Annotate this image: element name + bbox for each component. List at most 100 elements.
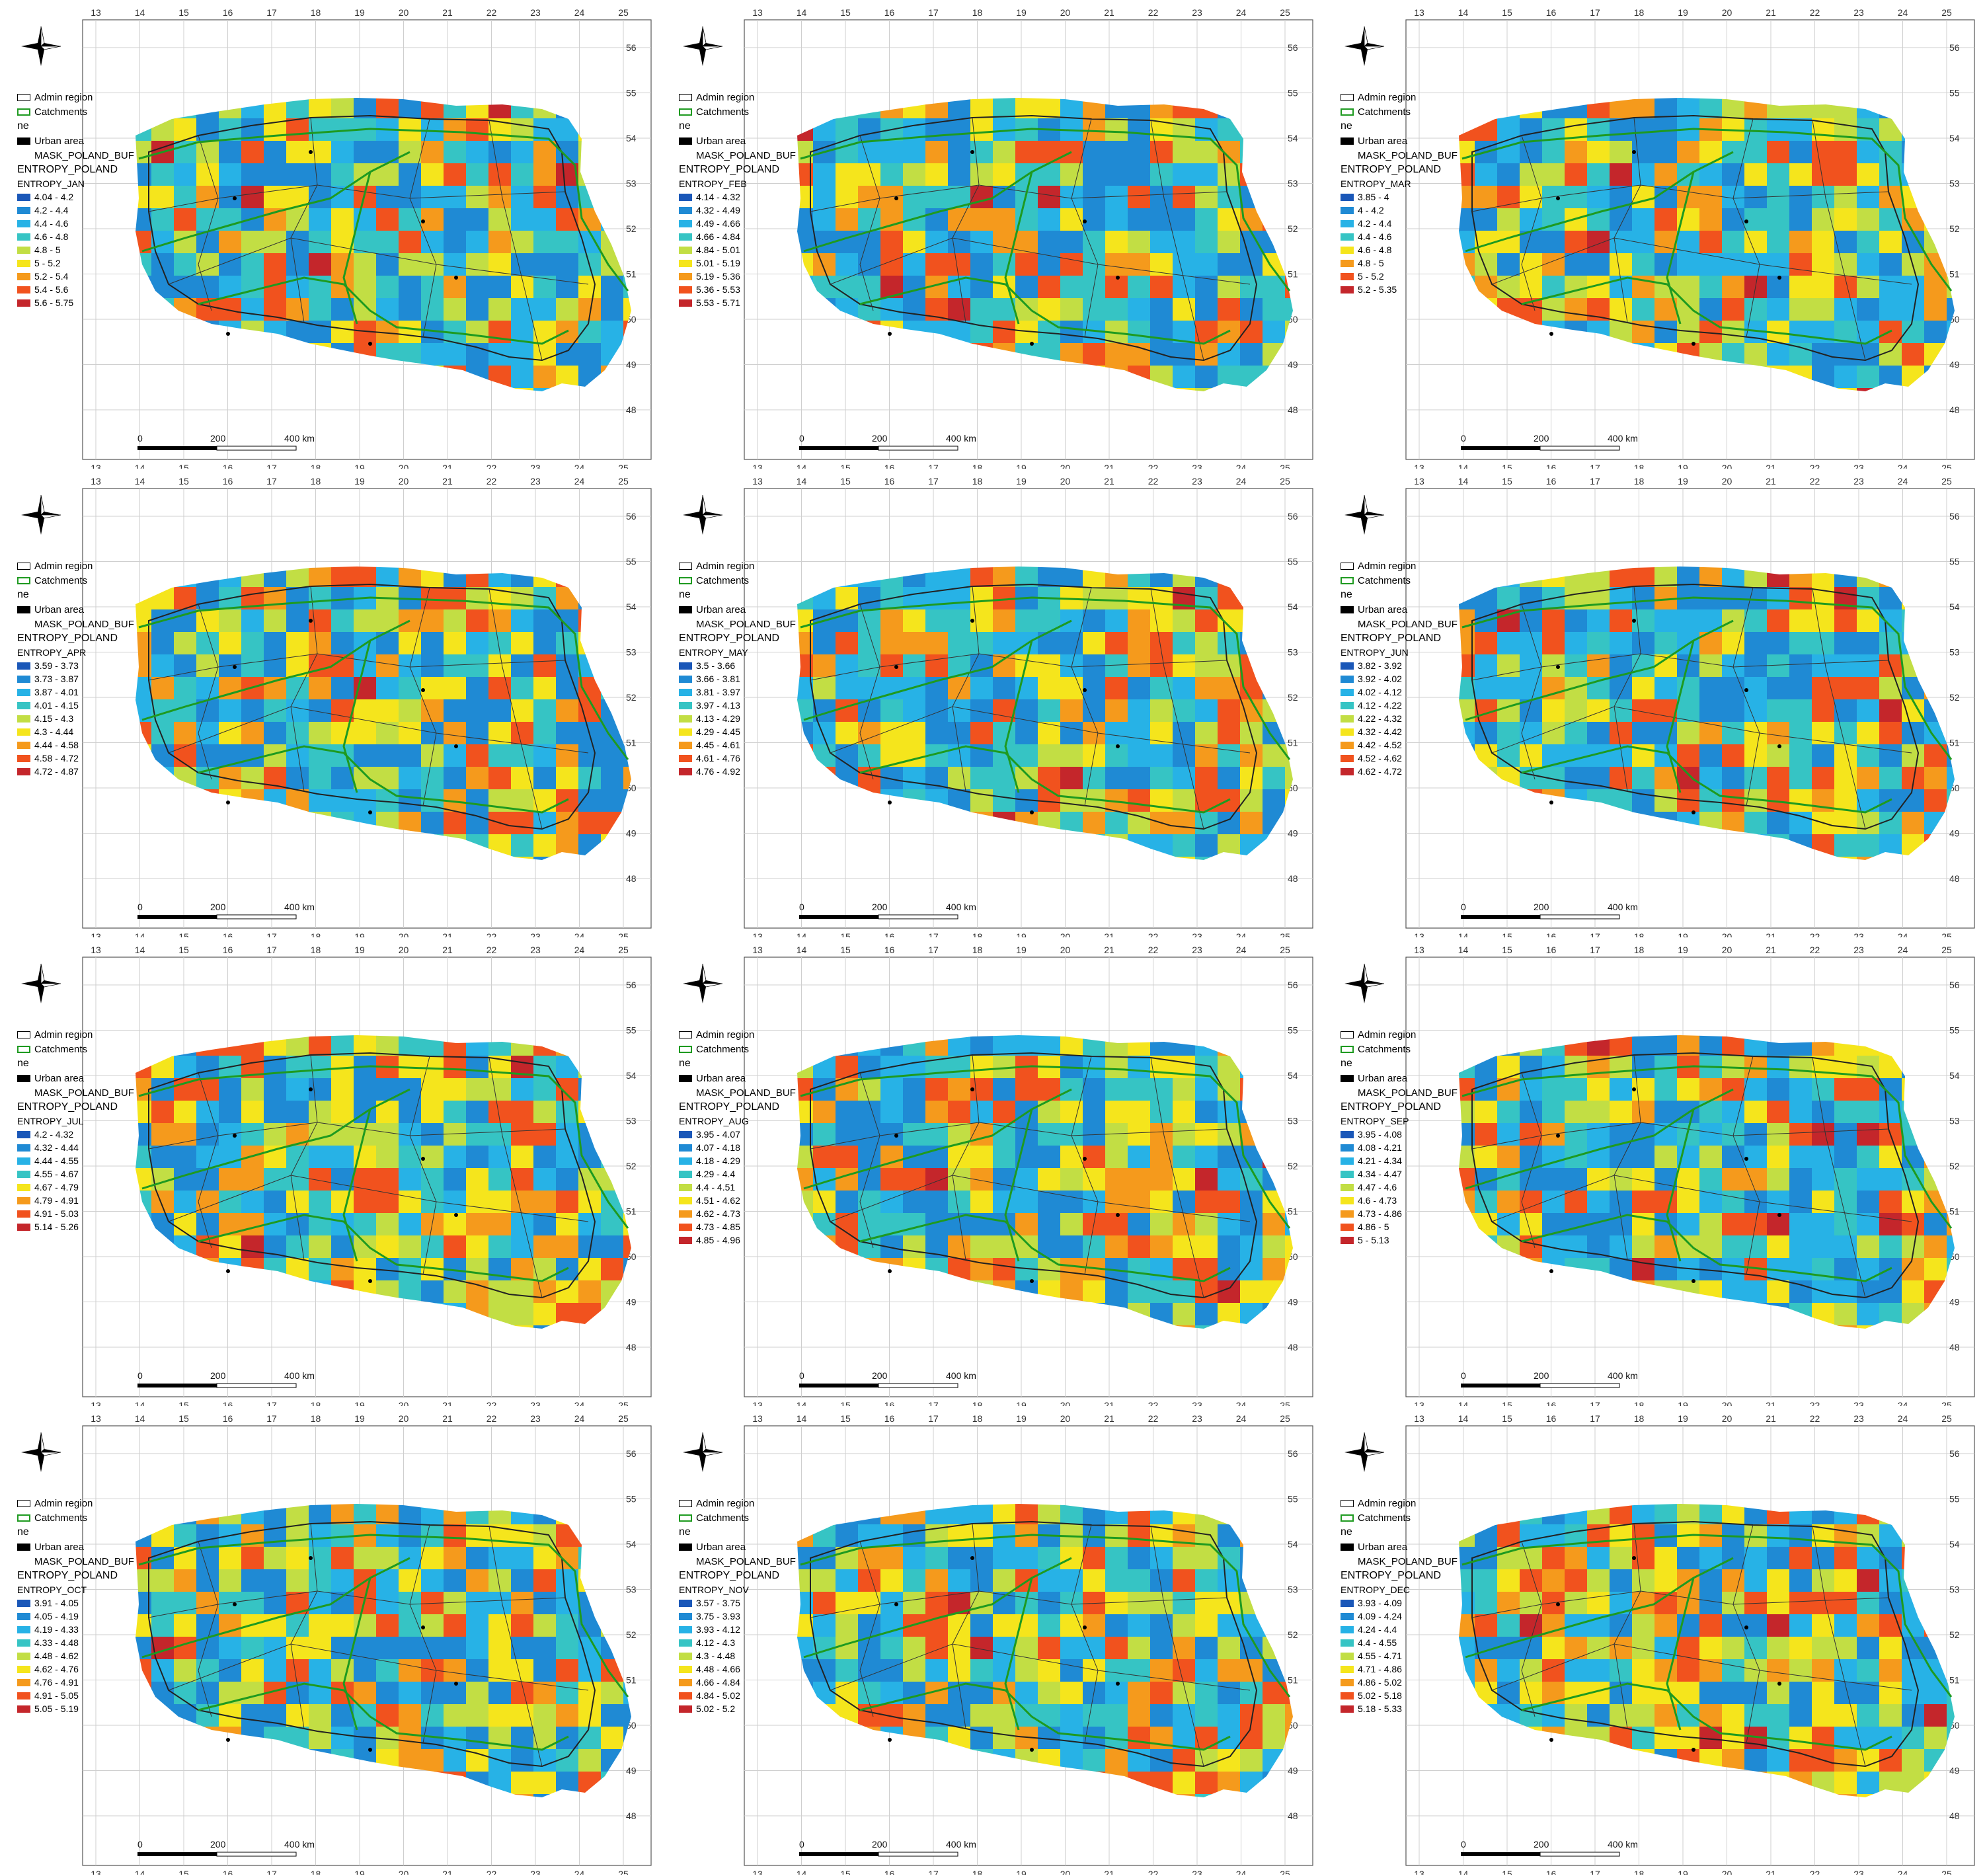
raster-cell [354,767,377,790]
raster-cell [1475,677,1498,700]
legend-label: 3.66 - 3.81 [696,674,740,684]
latitude-tick-label: 53 [1288,178,1298,189]
raster-cell [1150,1704,1173,1727]
raster-cell [1128,1749,1151,1772]
urban-areas [888,619,1120,814]
legend-label: Urban area [696,604,746,615]
legend-row: 4.6 - 4.8 [17,230,169,243]
raster-cell [533,1772,557,1795]
raster-cell [1195,1213,1218,1236]
legend-group-ne: ne [679,589,691,600]
raster-cell [858,1146,881,1169]
longitude-tick-label: 15 [1502,476,1512,487]
longitude-tick-label: 20 [1060,1869,1071,1875]
longitude-tick-label: 20 [1722,931,1732,937]
raster-cell [1195,1101,1218,1124]
raster-cell [858,1682,881,1705]
longitude-tick-label: 19 [354,1413,365,1424]
raster-cell [331,1682,354,1705]
raster-cell [1015,609,1038,633]
raster-cell [444,812,467,835]
raster-cell [1195,366,1218,389]
raster-cell [1879,722,1902,745]
raster-cell [399,699,422,723]
raster-cell [1542,632,1565,655]
raster-cell [1789,609,1812,633]
raster-cell [1128,1123,1151,1146]
longitude-tick-label: 21 [1766,7,1776,18]
raster-cell [1497,163,1520,186]
legend-row: 4.76 - 4.92 [679,765,831,778]
legend-row: 3.82 - 3.92 [1341,659,1493,672]
longitude-tick-label: 13 [752,1413,763,1424]
raster-cell [1195,163,1218,186]
urban-area-dot [1692,342,1695,346]
latitude-tick-label: 55 [626,1025,637,1036]
raster-cell [556,767,579,790]
raster-cell [421,699,444,723]
raster-cell [556,1749,579,1772]
legend-row: Catchments [17,573,169,588]
raster-cell [399,609,422,633]
raster-cell [1767,744,1790,767]
legend-label: 4.79 - 4.91 [34,1195,79,1206]
raster-cell [151,654,175,678]
longitude-tick-label: 25 [1280,945,1290,955]
raster-cell [1083,298,1106,321]
longitude-tick-label: 21 [1766,931,1776,937]
legend-layer-name: ENTROPY_FEB [679,178,747,189]
raster-cell [1834,722,1857,745]
raster-cell [1173,767,1196,790]
raster-cell [1263,1258,1286,1281]
raster-cell [1812,1235,1835,1259]
legend-label: 4.49 - 4.66 [696,218,740,229]
longitude-tick-label: 23 [530,945,541,955]
latitude-tick-label: 49 [1949,1297,1960,1308]
raster-cell [1789,141,1812,164]
raster-cell [1520,1078,1543,1101]
raster-cell [948,118,971,141]
raster-cell [1038,744,1061,767]
raster-cell [836,1569,859,1592]
raster-cell [1150,1235,1173,1259]
longitude-tick-label: 14 [1458,945,1469,955]
raster-cell [578,1749,602,1772]
legend-row: Urban area [17,1071,169,1085]
raster-cell [421,253,444,276]
raster-cell [1744,677,1768,700]
raster-cell [241,1637,264,1660]
raster-cell [1038,1191,1061,1214]
raster-cell [196,677,219,700]
raster-cell [511,1592,534,1615]
raster-cell [556,298,579,321]
legend-swatch [17,299,30,307]
longitude-tick-label: 21 [442,945,453,955]
raster-cell [1128,186,1151,209]
raster-cell [970,722,993,745]
longitude-tick-label: 24 [574,463,585,469]
raster-cell [1879,1235,1902,1259]
map-panel-entropy_dec: 13 13 14 14 15 15 16 16 17 17 18 18 19 19 20 20 21 21 22 22… [1323,1406,1985,1875]
raster-cell [836,253,859,276]
longitude-tick-label: 13 [1414,945,1424,955]
catchment-line [342,640,371,793]
raster-cell [1699,677,1723,700]
raster-cell [623,298,631,321]
raster-cell [880,253,904,276]
raster-cell [174,231,197,254]
legend-swatch [679,1045,692,1053]
raster-cell [1105,1524,1128,1547]
raster-cell [376,1123,399,1146]
raster-cell [1240,812,1263,835]
admin-line [1471,184,1889,212]
raster-cell [1128,276,1151,299]
longitude-tick-label: 16 [223,1869,233,1875]
raster-cell [1632,632,1655,655]
raster-cell [444,677,467,700]
raster-cell [1767,812,1790,835]
raster-cell [1699,1146,1723,1169]
urban-area-dot [1116,1682,1120,1686]
raster-cell [813,1614,836,1637]
raster-cell [993,1614,1016,1637]
legend-label: 4.8 - 5 [1358,258,1384,268]
